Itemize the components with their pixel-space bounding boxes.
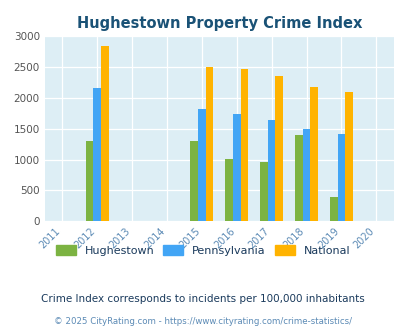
Bar <box>190 141 198 221</box>
Bar <box>329 197 337 221</box>
Text: © 2025 CityRating.com - https://www.cityrating.com/crime-statistics/: © 2025 CityRating.com - https://www.city… <box>54 317 351 326</box>
Bar <box>302 129 309 221</box>
Bar <box>337 134 344 221</box>
Bar <box>275 76 282 221</box>
Title: Hughestown Property Crime Index: Hughestown Property Crime Index <box>77 16 361 31</box>
Bar <box>240 69 247 221</box>
Legend: Hughestown, Pennsylvania, National: Hughestown, Pennsylvania, National <box>51 241 354 260</box>
Bar <box>294 136 302 221</box>
Bar <box>225 159 232 221</box>
Bar <box>267 120 275 221</box>
Bar <box>198 109 205 221</box>
Bar <box>309 86 317 221</box>
Bar <box>344 92 352 221</box>
Text: Crime Index corresponds to incidents per 100,000 inhabitants: Crime Index corresponds to incidents per… <box>41 294 364 304</box>
Bar <box>93 88 100 221</box>
Bar <box>100 46 108 221</box>
Bar <box>205 67 213 221</box>
Bar <box>232 114 240 221</box>
Bar <box>85 141 93 221</box>
Bar <box>260 162 267 221</box>
